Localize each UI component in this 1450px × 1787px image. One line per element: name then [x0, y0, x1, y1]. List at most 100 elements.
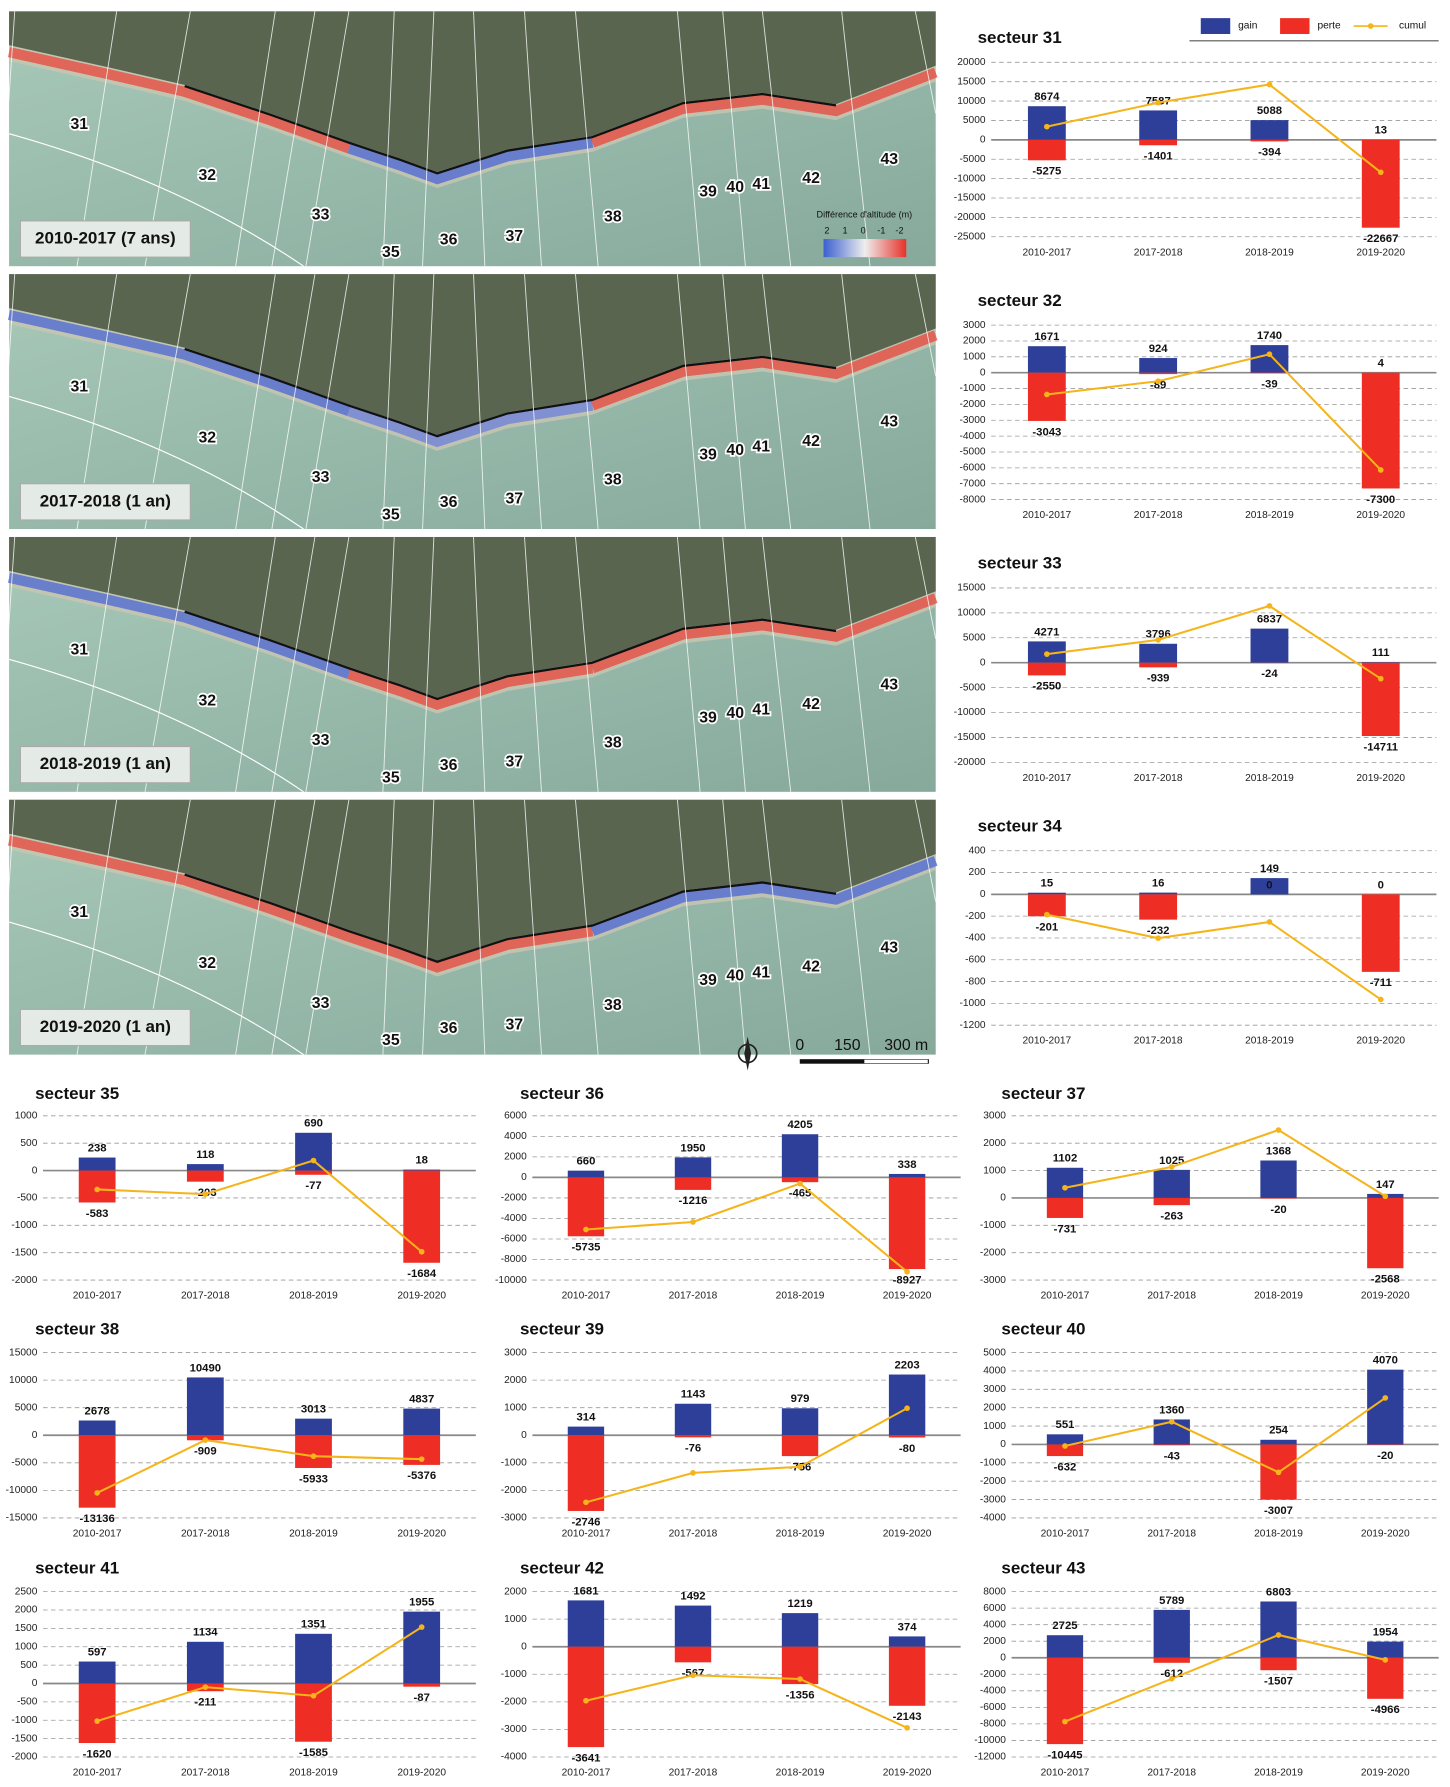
bar-gain — [79, 1662, 116, 1684]
bar-gain — [568, 1171, 604, 1178]
y-tick-label: 8000 — [983, 1586, 1006, 1597]
value-label: 1954 — [1373, 1627, 1399, 1639]
bar-gain — [675, 1157, 711, 1177]
value-label: -3007 — [1264, 1505, 1293, 1517]
y-tick-label: -3000 — [501, 1513, 527, 1524]
scale-bar-half — [864, 1060, 927, 1063]
cumul-line — [1047, 354, 1381, 470]
page: {"maps":{"panel_labels":["2010-2017 (7 a… — [0, 0, 1450, 1787]
sector-label: 43 — [880, 151, 898, 168]
chart-title: secteur 36 — [520, 1084, 604, 1103]
y-tick-label: -3000 — [980, 1275, 1006, 1286]
value-label: 979 — [791, 1393, 810, 1405]
cumul-point — [690, 1470, 696, 1476]
sector-label: 40 — [726, 968, 744, 985]
bar-gain — [295, 1634, 332, 1684]
y-tick-label: -1000 — [501, 1669, 527, 1680]
y-tick-label: -25000 — [954, 231, 986, 242]
y-tick-label: 2000 — [504, 1152, 527, 1163]
cumul-line — [586, 1184, 907, 1272]
y-tick-label: -5000 — [11, 1458, 37, 1469]
value-label: -5275 — [1032, 166, 1061, 178]
map-panel: 3132333536373839404142432019-2020 (1 an) — [0, 800, 936, 1055]
cumul-point — [311, 1453, 317, 1459]
sector-label: 37 — [505, 1016, 523, 1033]
sector-label: 39 — [699, 972, 717, 989]
y-tick-label: -1000 — [11, 1715, 37, 1726]
bar-perte — [1154, 1658, 1190, 1663]
y-tick-label: -600 — [965, 954, 986, 965]
cumul-point — [797, 1676, 803, 1682]
sector-label: 37 — [505, 754, 523, 771]
cumul-point — [690, 1219, 696, 1225]
sector-label: 32 — [198, 430, 216, 447]
y-tick-label: 15000 — [9, 1347, 38, 1358]
bar-perte — [1260, 1198, 1296, 1199]
bar-gain — [403, 1612, 440, 1684]
x-tick-label: 2010-2017 — [562, 1529, 611, 1540]
x-tick-label: 2010-2017 — [1022, 510, 1071, 521]
cumul-line — [586, 1408, 907, 1502]
sector-label: 36 — [440, 494, 458, 511]
value-label: -20 — [1270, 1204, 1286, 1216]
bar-perte — [1047, 1658, 1083, 1744]
bar-perte — [1362, 894, 1400, 972]
sector-label: 35 — [382, 769, 400, 786]
bar-perte — [1362, 663, 1400, 736]
x-tick-label: 2010-2017 — [1041, 1291, 1090, 1302]
cumul-point — [583, 1698, 589, 1704]
y-tick-label: 0 — [32, 1165, 38, 1176]
x-tick-label: 2010-2017 — [562, 1768, 611, 1779]
y-tick-label: 2000 — [504, 1586, 527, 1597]
x-tick-label: 2018-2019 — [1245, 247, 1294, 258]
sector-label: 31 — [70, 904, 88, 921]
y-tick-label: 0 — [980, 657, 986, 668]
value-label: 374 — [898, 1621, 918, 1633]
y-tick-label: 200 — [969, 867, 986, 878]
y-tick-label: 20000 — [957, 57, 986, 68]
legend-swatch-marker — [1368, 23, 1374, 29]
bar-gain — [782, 1408, 818, 1435]
value-label: 8674 — [1034, 91, 1060, 103]
value-label: 1671 — [1034, 331, 1059, 343]
chart-title: secteur 43 — [1001, 1558, 1085, 1577]
y-tick-label: -7000 — [959, 478, 985, 489]
legend-label: perte — [1317, 21, 1341, 32]
value-label: -3043 — [1032, 426, 1061, 438]
sector-label: 31 — [70, 116, 88, 133]
y-tick-label: -2000 — [501, 1697, 527, 1708]
bar-perte — [1362, 140, 1400, 228]
x-tick-label: 2010-2017 — [1041, 1529, 1090, 1540]
value-label: -10445 — [1047, 1749, 1082, 1761]
value-label: 4 — [1378, 358, 1385, 370]
cumul-point — [1044, 392, 1050, 398]
value-label: 4271 — [1034, 626, 1059, 638]
sector-label: 33 — [312, 206, 330, 223]
cumul-point — [202, 1684, 208, 1690]
value-label: -5376 — [407, 1470, 436, 1482]
sector-label: 31 — [70, 379, 88, 396]
bar-gain — [568, 1427, 604, 1436]
y-tick-label: 6000 — [504, 1111, 527, 1122]
value-label: 1351 — [301, 1619, 326, 1631]
value-label: -1585 — [299, 1747, 328, 1759]
legend-swatch — [1201, 18, 1230, 34]
sector-label: 42 — [802, 696, 820, 713]
cumul-point — [202, 1437, 208, 1443]
bar-gain — [403, 1170, 440, 1171]
bar-gain — [79, 1158, 116, 1171]
cumul-point — [1378, 676, 1384, 682]
x-tick-label: 2010-2017 — [1022, 1036, 1071, 1047]
value-label: -1620 — [83, 1748, 112, 1760]
sector-label: 41 — [752, 964, 770, 981]
x-tick-label: 2017-2018 — [669, 1768, 718, 1779]
cumul-line — [1065, 1398, 1385, 1472]
value-label: -731 — [1054, 1223, 1077, 1235]
y-tick-label: -2000 — [501, 1485, 527, 1496]
sector-label: 33 — [312, 469, 330, 486]
y-tick-label: -6000 — [501, 1234, 527, 1245]
cumul-point — [797, 1464, 803, 1470]
x-tick-label: 2010-2017 — [562, 1291, 611, 1302]
bar-perte — [1139, 663, 1177, 668]
